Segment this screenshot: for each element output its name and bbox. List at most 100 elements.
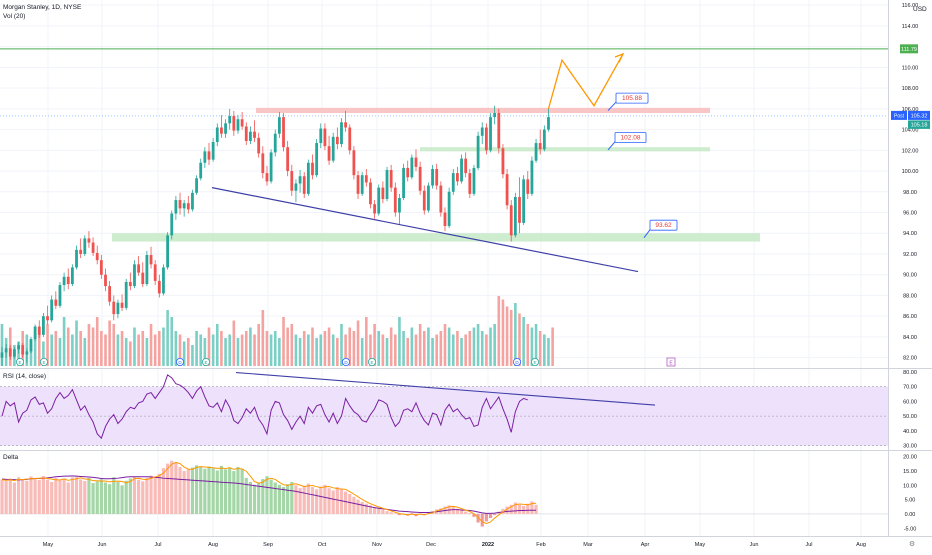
candle-body (306, 162, 310, 194)
volume-bar (265, 331, 269, 366)
volume-bar (166, 310, 169, 366)
volume-bar (493, 324, 496, 366)
volume-bar (447, 327, 451, 366)
candle-body (451, 173, 455, 192)
breakout-price-tag-label: 111.79 (901, 47, 917, 53)
volume-bar (71, 334, 74, 366)
time-tick-label: Aug (208, 542, 218, 548)
time-tick-label: Apr (641, 542, 650, 548)
delta-bar (339, 489, 344, 514)
delta-bar (8, 478, 12, 514)
annotation-label: 93.62 (655, 222, 672, 229)
event-marker-label: D (515, 360, 519, 365)
candle-body (145, 255, 149, 285)
volume-bar (348, 327, 352, 366)
price-tick-label: 86.00 (903, 314, 917, 320)
candle-body (277, 117, 281, 134)
volume-bar (294, 334, 298, 366)
delta-bar (335, 487, 339, 514)
volume-bar (365, 317, 368, 366)
delta-bar (472, 513, 476, 517)
delta-signal-line (1, 475, 537, 514)
delta-bar (265, 476, 269, 514)
volume-bar (431, 338, 434, 366)
price-tick-label: 98.00 (903, 190, 917, 196)
volume-bar (232, 320, 236, 366)
candle-body (352, 150, 356, 176)
delta-bar (99, 479, 103, 514)
candle-body (116, 302, 120, 315)
volume-bar (534, 324, 538, 366)
delta-bar (480, 513, 484, 527)
volume-bar (298, 338, 302, 366)
volume-bar (75, 320, 78, 366)
event-marker-label: E (18, 360, 21, 365)
volume-bar (406, 338, 410, 366)
delta-bar (219, 465, 224, 514)
time-tick-label: 2022 (482, 542, 494, 548)
delta-bar (315, 489, 319, 514)
candle-body (50, 299, 54, 321)
candle-body (29, 338, 33, 352)
delta-bar (103, 482, 108, 514)
volume-bar (460, 338, 463, 366)
price-tick-label: 104.00 (902, 128, 919, 134)
volume-bar (54, 331, 58, 366)
volume-bar (551, 327, 554, 366)
volume-bar (336, 338, 339, 366)
candle-body (120, 302, 124, 308)
price-tick-label: 88.00 (903, 293, 917, 299)
time-tick-label: Jul (154, 542, 161, 548)
delta-bar (240, 468, 244, 514)
candle-body (547, 117, 550, 130)
last-price-tag-label: 105.32 (911, 113, 928, 119)
candle-body (54, 299, 58, 306)
annotation-box (649, 219, 678, 231)
delta-bar (476, 513, 480, 523)
event-marker (513, 357, 522, 366)
delta-bar (294, 485, 298, 514)
delta-bar (517, 504, 522, 514)
volume-bar (158, 331, 161, 366)
descending-trendline (211, 187, 639, 273)
candle-body (269, 152, 273, 182)
delta-bar (493, 513, 497, 516)
volume-bar (331, 334, 335, 366)
delta-tick-label: 10.00 (903, 483, 917, 489)
event-marker-label: E (370, 360, 373, 365)
candle-body (489, 117, 492, 151)
volume-bar (124, 338, 128, 366)
volume-bar (360, 338, 364, 366)
event-marker (175, 357, 184, 366)
price-tick-label: 94.00 (903, 231, 917, 237)
price-tick-label: 106.00 (902, 107, 919, 113)
candle-body (385, 170, 389, 200)
delta-bar (95, 481, 99, 514)
candle-body (468, 173, 472, 194)
delta-bar (302, 485, 306, 514)
delta-bar (228, 467, 232, 514)
delta-bar (207, 466, 211, 514)
delta-bar (290, 481, 294, 514)
candle-body (364, 175, 368, 183)
volume-bar (100, 331, 103, 366)
price-tick-label: 96.00 (903, 211, 917, 217)
volume-bar (435, 334, 438, 366)
delta-bar (211, 468, 215, 514)
candle-body (435, 168, 439, 186)
delta-bar (79, 479, 83, 514)
candle-body (373, 204, 376, 214)
candle-body (484, 127, 488, 151)
candle-body (294, 183, 298, 191)
candle-body (244, 126, 248, 141)
delta-bar (451, 507, 455, 514)
delta-bar (112, 477, 116, 514)
post-tag-label: Post (894, 113, 905, 119)
future-event-marker (666, 357, 676, 367)
delta-bar (128, 478, 132, 514)
volume-bar (543, 334, 546, 366)
support-zone-lower (112, 233, 760, 242)
delta-bar (186, 469, 190, 514)
